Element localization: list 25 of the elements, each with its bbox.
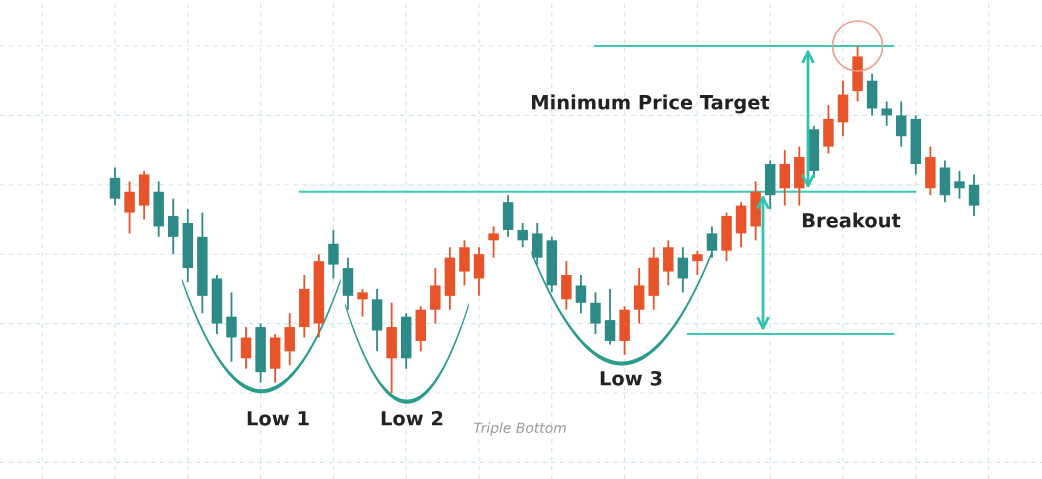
candlestick xyxy=(168,197,179,256)
candlestick xyxy=(109,166,121,207)
annotation: Breakout xyxy=(802,212,901,228)
candlestick xyxy=(226,291,237,363)
candlestick xyxy=(240,326,252,370)
annotation: Low 3 xyxy=(600,370,662,386)
candlestick xyxy=(357,287,368,318)
candlestick xyxy=(124,180,135,235)
candlestick xyxy=(896,100,907,148)
candlestick xyxy=(968,173,980,217)
text: Triple Bottom xyxy=(473,422,566,436)
candlestick xyxy=(692,249,703,276)
annotation: Minimum Price Target xyxy=(532,94,770,114)
candlestick xyxy=(590,291,601,335)
candlestick xyxy=(881,100,892,127)
candlestick xyxy=(517,222,528,249)
text: Low 2 xyxy=(381,410,443,426)
text: Low 1 xyxy=(247,411,309,426)
candlestick xyxy=(604,287,616,346)
candlestick xyxy=(706,225,718,259)
candlestick xyxy=(575,274,587,315)
candlestick xyxy=(954,170,965,200)
candlestick xyxy=(328,229,339,280)
candlestick xyxy=(677,246,689,294)
candlestick xyxy=(488,225,499,259)
